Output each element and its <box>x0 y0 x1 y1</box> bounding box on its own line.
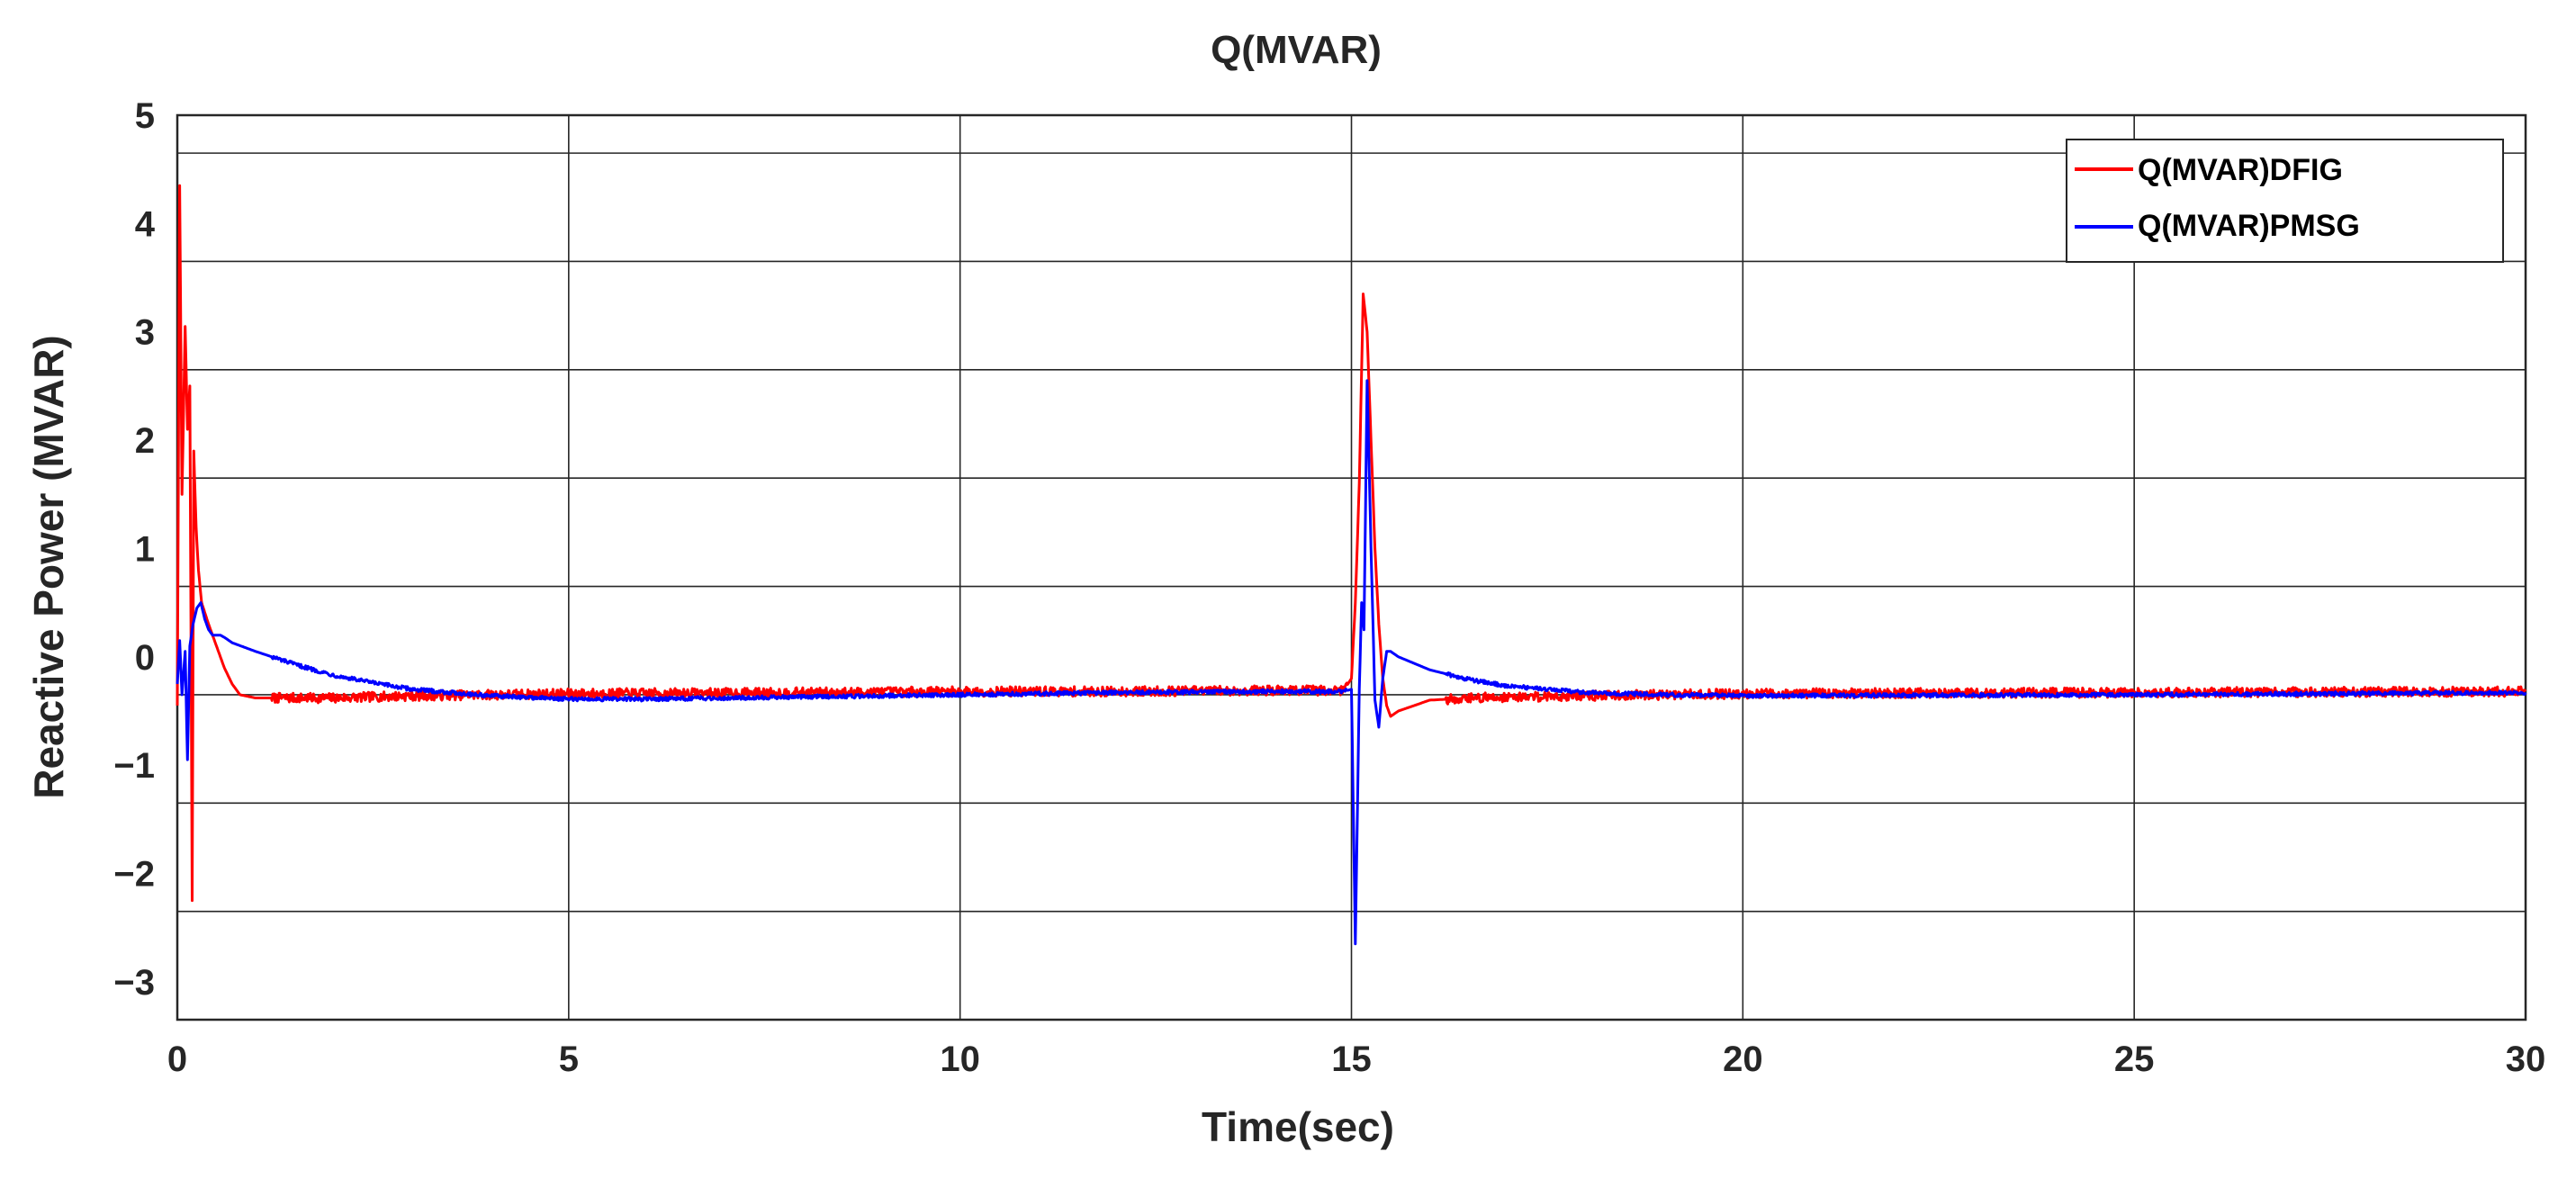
x-axis-ticks: 0 5 10 15 20 25 30 <box>167 1040 2545 1079</box>
y-tick-label-5: 2 <box>135 421 155 461</box>
x-tick-label-6: 30 <box>2506 1040 2546 1079</box>
x-tick-label-5: 25 <box>2114 1040 2155 1079</box>
y-tick-label-7: 4 <box>135 204 156 244</box>
y-tick-label-4: 1 <box>135 529 155 569</box>
legend-label-pmsg: Q(MVAR)PMSG <box>2138 209 2360 243</box>
x-tick-label-4: 20 <box>1723 1040 1763 1079</box>
x-tick-label-0: 0 <box>167 1040 187 1079</box>
x-tick-label-1: 5 <box>559 1040 579 1079</box>
y-tick-label-1: −2 <box>113 855 155 895</box>
chart-title: Q(MVAR) <box>1211 28 1382 72</box>
y-tick-label-8: 5 <box>135 96 155 136</box>
y-tick-label-2: −1 <box>113 746 155 786</box>
y-axis-label: Reactive Power (MVAR) <box>25 335 72 799</box>
legend: Q(MVAR)DFIG Q(MVAR)PMSG <box>2066 139 2504 263</box>
y-tick-label-0: −3 <box>113 963 155 1003</box>
y-tick-label-3: 0 <box>135 638 155 678</box>
y-axis-ticks: −3 −2 −1 0 1 2 3 4 5 <box>113 96 155 1003</box>
series-line-1 <box>176 379 2527 946</box>
legend-label-dfig: Q(MVAR)DFIG <box>2138 153 2343 187</box>
x-tick-label-3: 15 <box>1331 1040 1372 1079</box>
x-tick-label-2: 10 <box>940 1040 980 1079</box>
y-tick-label-6: 3 <box>135 313 155 353</box>
x-axis-label: Time(sec) <box>1202 1103 1394 1150</box>
series-lines <box>176 184 2527 946</box>
legend-box <box>2066 139 2504 263</box>
